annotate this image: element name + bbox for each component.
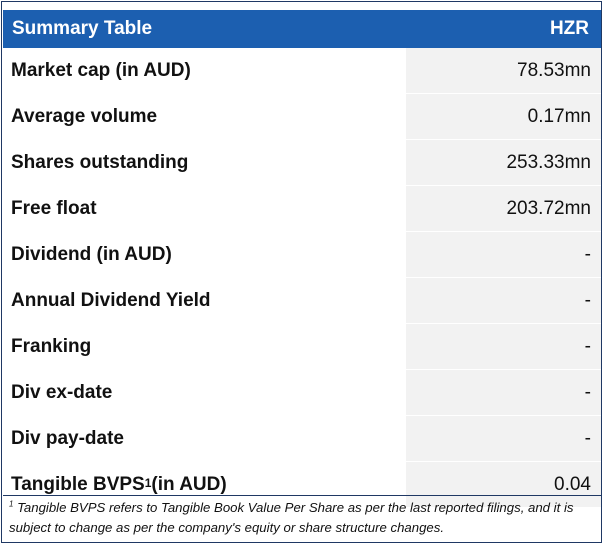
- row-label: Div ex-date: [3, 370, 405, 415]
- row-value: 78.53mn: [406, 48, 601, 93]
- row-label: Franking: [3, 324, 405, 369]
- row-value: -: [406, 416, 601, 461]
- table-row: Market cap (in AUD) 78.53mn: [3, 48, 601, 94]
- table-body: Market cap (in AUD) 78.53mn Average volu…: [3, 48, 601, 508]
- row-value: 0.04: [406, 462, 601, 507]
- row-label: Average volume: [3, 94, 405, 139]
- label-tail: (in AUD): [151, 473, 227, 495]
- footnote-divider: [3, 495, 601, 496]
- footnote-marker: 1: [9, 499, 14, 509]
- row-label-tangible-bvps: Tangible BVPS 1 (in AUD): [3, 462, 405, 507]
- row-value: 253.33mn: [406, 140, 601, 185]
- label-main: Tangible BVPS: [11, 473, 145, 495]
- table-row: Free float 203.72mn: [3, 186, 601, 232]
- row-label: Shares outstanding: [3, 140, 405, 185]
- table-row: Average volume 0.17mn: [3, 94, 601, 140]
- row-label: Div pay-date: [3, 416, 405, 461]
- table-row: Annual Dividend Yield -: [3, 278, 601, 324]
- table-title: Summary Table: [12, 18, 153, 39]
- table-row: Franking -: [3, 324, 601, 370]
- row-value: 203.72mn: [406, 186, 601, 231]
- table-row: Dividend (in AUD) -: [3, 232, 601, 278]
- table-row: Div pay-date -: [3, 416, 601, 462]
- row-value: -: [406, 232, 601, 277]
- row-label: Dividend (in AUD): [3, 232, 405, 277]
- ticker-label: HZR: [549, 18, 589, 39]
- row-value: -: [406, 278, 601, 323]
- table-row: Shares outstanding 253.33mn: [3, 140, 601, 186]
- footnote-text: Tangible BVPS refers to Tangible Book Va…: [9, 500, 574, 535]
- row-label: Annual Dividend Yield: [3, 278, 405, 323]
- row-label: Free float: [3, 186, 405, 231]
- row-value: 0.17mn: [406, 94, 601, 139]
- row-value: -: [406, 370, 601, 415]
- table-row: Div ex-date -: [3, 370, 601, 416]
- row-label: Market cap (in AUD): [3, 48, 405, 93]
- table-header: Summary Table HZR: [3, 10, 601, 48]
- footnote: 1 Tangible BVPS refers to Tangible Book …: [9, 498, 599, 538]
- row-value: -: [406, 324, 601, 369]
- table-row: Tangible BVPS 1 (in AUD) 0.04: [3, 462, 601, 508]
